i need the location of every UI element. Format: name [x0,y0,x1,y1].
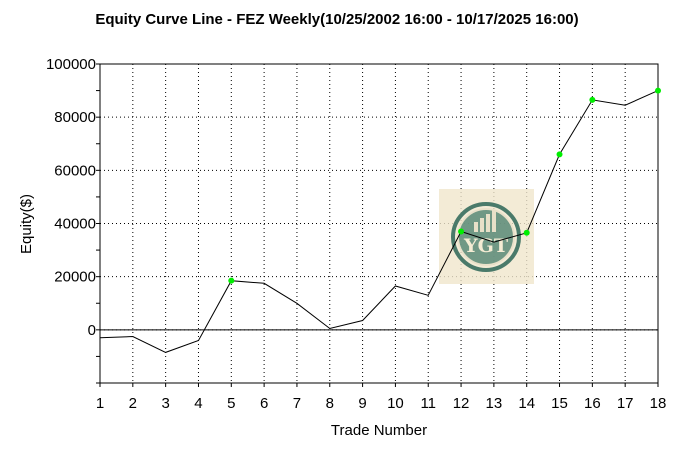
watermark-text: YGT [463,235,508,257]
x-tick-label: 5 [227,395,235,412]
x-tick-label: 6 [260,395,268,412]
x-tick-label: 10 [387,395,404,412]
x-tick-label: 15 [551,395,568,412]
new-high-point [589,96,596,103]
new-high-markers [228,87,661,284]
x-tick-label: 12 [453,395,470,412]
y-tick-label: 80000 [54,109,96,126]
x-tick-label: 1 [96,395,104,412]
series-equity [99,90,659,353]
x-tick-label: 7 [293,395,301,412]
bar-chart-icon [474,210,496,232]
new-high-point [458,228,465,235]
x-tick-label: 18 [650,395,667,412]
y-tick-label: 40000 [54,216,96,233]
x-tick-label: 14 [518,395,535,412]
x-tick-label: 16 [584,395,601,412]
new-high-point [655,87,661,94]
y-axis: 0 20000 40000 60000 80000 100000 [46,56,96,339]
new-high-point [228,277,235,284]
new-high-point [523,229,530,236]
y-axis-label: Equity($) [18,194,35,254]
x-tick-label: 4 [194,395,202,412]
plot-area [99,63,659,384]
grid [96,63,659,387]
x-tick-label: 2 [129,395,137,412]
x-tick-label: 13 [486,395,503,412]
x-tick-label: 8 [326,395,334,412]
y-tick-label: 0 [88,322,96,339]
x-axis: 1 2 3 4 5 6 7 8 9 10 11 12 13 14 15 16 17 18 [96,395,667,412]
x-tick-label: 17 [617,395,634,412]
new-high-point [556,151,563,158]
y-tick-label: 100000 [46,56,96,73]
x-tick-label: 11 [420,395,436,412]
x-tick-label: 9 [358,395,366,412]
x-axis-label: Trade Number [331,422,427,439]
y-tick-label: 60000 [54,162,96,179]
ygt-logo-icon: YGT [439,189,534,284]
y-tick-label: 20000 [54,269,96,286]
equity-line [99,90,659,353]
chart-title: Equity Curve Line - FEZ Weekly(10/25/200… [95,11,578,28]
x-tick-label: 3 [161,395,169,412]
